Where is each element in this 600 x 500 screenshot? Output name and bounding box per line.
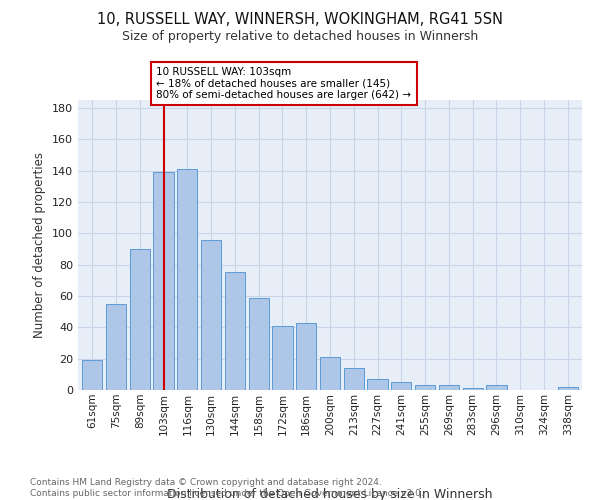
Bar — [439, 386, 459, 390]
Bar — [201, 240, 221, 390]
Bar — [154, 172, 173, 390]
Bar — [106, 304, 126, 390]
Bar — [487, 386, 506, 390]
X-axis label: Distribution of detached houses by size in Winnersh: Distribution of detached houses by size … — [167, 488, 493, 500]
Bar — [82, 360, 103, 390]
Bar — [130, 249, 150, 390]
Bar — [367, 379, 388, 390]
Text: Size of property relative to detached houses in Winnersh: Size of property relative to detached ho… — [122, 30, 478, 43]
Bar — [391, 382, 412, 390]
Bar — [248, 298, 269, 390]
Bar — [344, 368, 364, 390]
Bar — [557, 387, 578, 390]
Text: 10, RUSSELL WAY, WINNERSH, WOKINGHAM, RG41 5SN: 10, RUSSELL WAY, WINNERSH, WOKINGHAM, RG… — [97, 12, 503, 28]
Bar — [320, 357, 340, 390]
Bar — [177, 169, 197, 390]
Text: 10 RUSSELL WAY: 103sqm
← 18% of detached houses are smaller (145)
80% of semi-de: 10 RUSSELL WAY: 103sqm ← 18% of detached… — [157, 67, 412, 100]
Bar — [415, 386, 435, 390]
Bar — [272, 326, 293, 390]
Bar — [296, 322, 316, 390]
Bar — [225, 272, 245, 390]
Bar — [463, 388, 483, 390]
Text: Contains HM Land Registry data © Crown copyright and database right 2024.
Contai: Contains HM Land Registry data © Crown c… — [30, 478, 424, 498]
Y-axis label: Number of detached properties: Number of detached properties — [34, 152, 46, 338]
